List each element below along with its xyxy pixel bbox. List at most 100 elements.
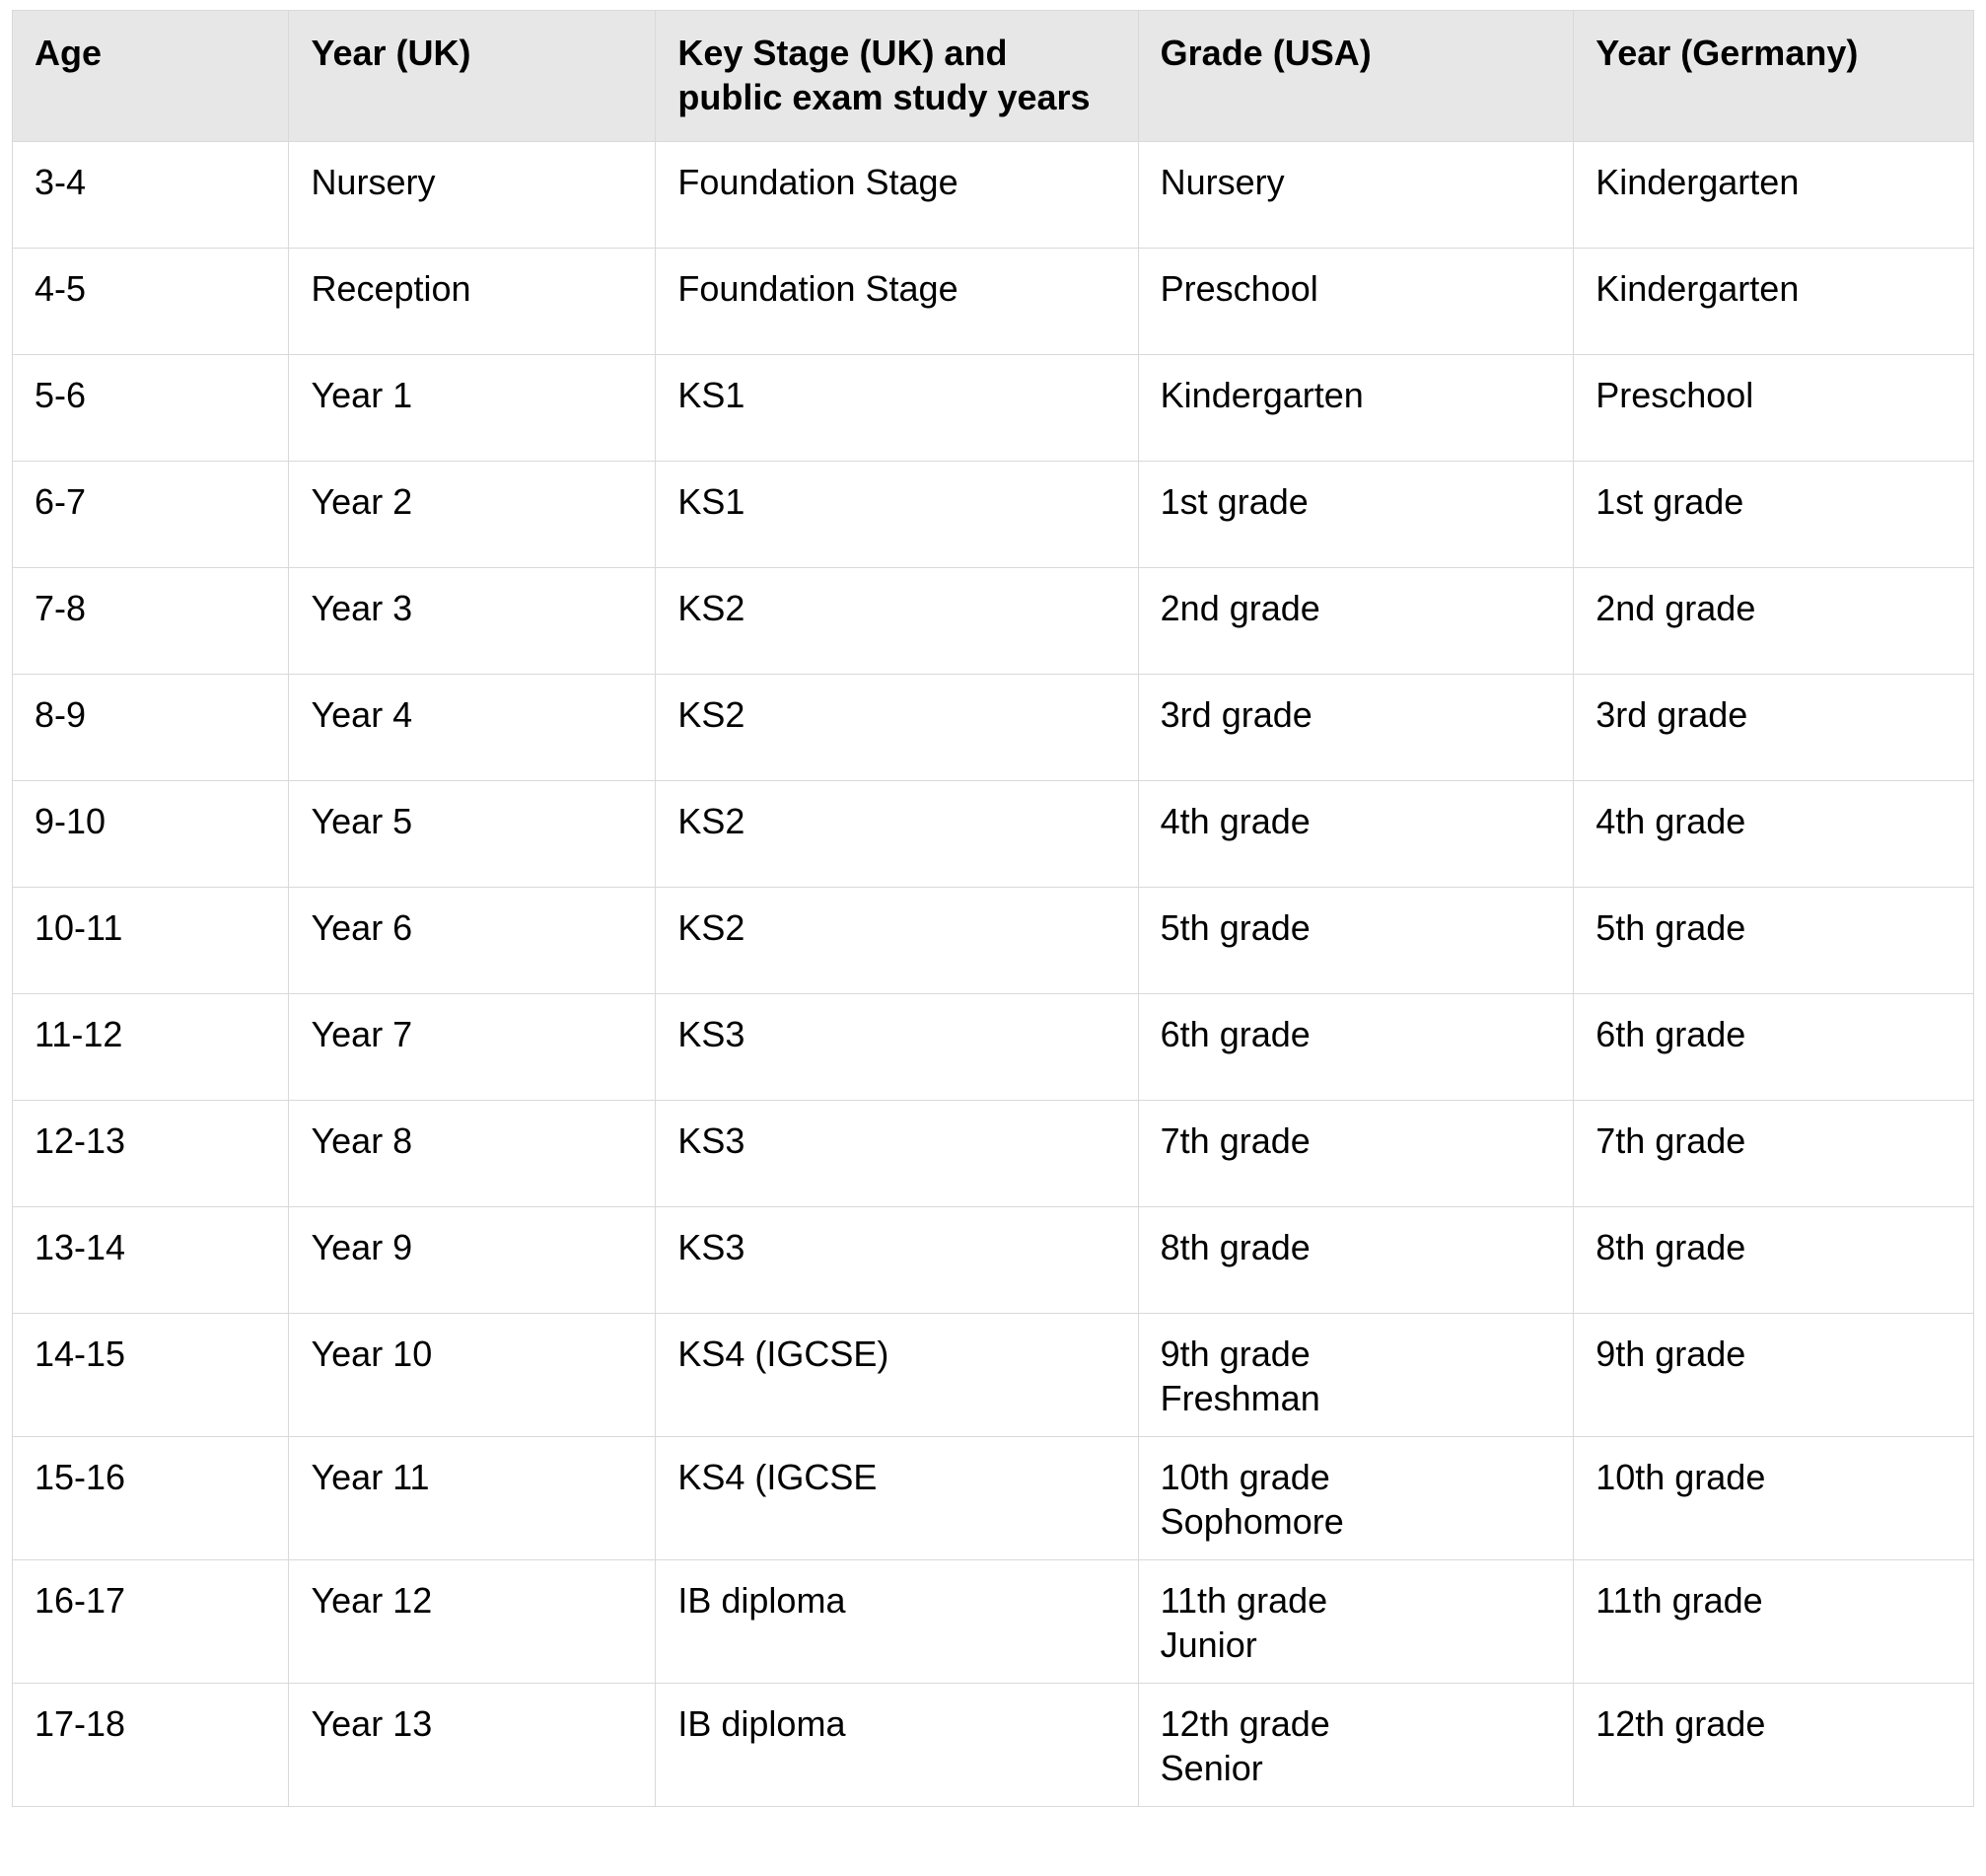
table-cell: Year 5 <box>289 781 656 888</box>
table-cell: 10th grade <box>1574 1437 1974 1560</box>
table-row: 9-10Year 5KS24th grade4th grade <box>13 781 1974 888</box>
table-cell: 9-10 <box>13 781 289 888</box>
cell-text: 11th grade <box>1161 1578 1552 1623</box>
cell-text: Kindergarten <box>1596 266 1951 311</box>
table-cell: 9th grade <box>1574 1314 1974 1437</box>
table-cell: 14-15 <box>13 1314 289 1437</box>
table-cell: KS4 (IGCSE <box>656 1437 1138 1560</box>
cell-text: 11th grade <box>1596 1578 1951 1623</box>
table-cell: Kindergarten <box>1138 355 1574 462</box>
table-cell: 5-6 <box>13 355 289 462</box>
table-cell: IB diploma <box>656 1560 1138 1684</box>
table-row: 6-7Year 2KS11st grade1st grade <box>13 462 1974 568</box>
table-cell: 6th grade <box>1138 994 1574 1101</box>
cell-text: 5-6 <box>35 373 266 417</box>
cell-text: Year 3 <box>311 586 633 630</box>
cell-text: 14-15 <box>35 1332 266 1376</box>
table-cell: 6-7 <box>13 462 289 568</box>
cell-text: 1st grade <box>1161 479 1552 524</box>
table-row: 16-17Year 12IB diploma11th gradeJunior11… <box>13 1560 1974 1684</box>
table-row: 4-5ReceptionFoundation StagePreschoolKin… <box>13 249 1974 355</box>
cell-text: 8-9 <box>35 692 266 737</box>
table-cell: 17-18 <box>13 1684 289 1807</box>
cell-text: IB diploma <box>677 1578 1115 1623</box>
cell-text: Year 11 <box>311 1455 633 1499</box>
table-cell: 8th grade <box>1138 1207 1574 1314</box>
cell-text: 9th grade <box>1596 1332 1951 1376</box>
table-row: 8-9Year 4KS23rd grade3rd grade <box>13 675 1974 781</box>
cell-text: 4th grade <box>1596 799 1951 843</box>
table-cell: Preschool <box>1138 249 1574 355</box>
cell-text: 11-12 <box>35 1012 266 1056</box>
table-body: 3-4NurseryFoundation StageNurseryKinderg… <box>13 142 1974 1807</box>
table-cell: KS3 <box>656 1101 1138 1207</box>
table-cell: 10th gradeSophomore <box>1138 1437 1574 1560</box>
cell-text: 6-7 <box>35 479 266 524</box>
col-header-year-germany: Year (Germany) <box>1574 11 1974 142</box>
cell-text: 12th grade <box>1596 1701 1951 1746</box>
table-cell: 8th grade <box>1574 1207 1974 1314</box>
table-header: Age Year (UK) Key Stage (UK) and public … <box>13 11 1974 142</box>
cell-text: Kindergarten <box>1596 160 1951 204</box>
cell-text: Year 2 <box>311 479 633 524</box>
cell-text: Preschool <box>1596 373 1951 417</box>
table-cell: Kindergarten <box>1574 142 1974 249</box>
cell-text: 5th grade <box>1596 905 1951 950</box>
table-cell: 12th gradeSenior <box>1138 1684 1574 1807</box>
table-cell: 3rd grade <box>1138 675 1574 781</box>
cell-text: 1st grade <box>1596 479 1951 524</box>
table-cell: KS2 <box>656 675 1138 781</box>
cell-text: 8th grade <box>1161 1225 1552 1269</box>
cell-text: KS1 <box>677 373 1115 417</box>
table-cell: 1st grade <box>1138 462 1574 568</box>
table-cell: Year 2 <box>289 462 656 568</box>
cell-text: 7th grade <box>1161 1118 1552 1163</box>
table-cell: KS1 <box>656 355 1138 462</box>
table-cell: Year 10 <box>289 1314 656 1437</box>
table-cell: 2nd grade <box>1138 568 1574 675</box>
table-cell: Reception <box>289 249 656 355</box>
table-cell: 3rd grade <box>1574 675 1974 781</box>
cell-text: 12th grade <box>1161 1701 1552 1746</box>
table-cell: 5th grade <box>1574 888 1974 994</box>
cell-text: KS2 <box>677 905 1115 950</box>
cell-text: Year 8 <box>311 1118 633 1163</box>
table-cell: 10-11 <box>13 888 289 994</box>
table-cell: 4-5 <box>13 249 289 355</box>
table-row: 15-16Year 11KS4 (IGCSE10th gradeSophomor… <box>13 1437 1974 1560</box>
table-cell: IB diploma <box>656 1684 1138 1807</box>
cell-text: Year 9 <box>311 1225 633 1269</box>
table-cell: Year 7 <box>289 994 656 1101</box>
cell-text: 6th grade <box>1596 1012 1951 1056</box>
cell-text: Freshman <box>1161 1376 1552 1420</box>
table-cell: 16-17 <box>13 1560 289 1684</box>
cell-text: 17-18 <box>35 1701 266 1746</box>
cell-text: Nursery <box>311 160 633 204</box>
table-cell: KS4 (IGCSE) <box>656 1314 1138 1437</box>
cell-text: 13-14 <box>35 1225 266 1269</box>
table-cell: Year 13 <box>289 1684 656 1807</box>
table-header-row: Age Year (UK) Key Stage (UK) and public … <box>13 11 1974 142</box>
table-cell: 11th gradeJunior <box>1138 1560 1574 1684</box>
table-cell: 7-8 <box>13 568 289 675</box>
table-row: 17-18Year 13IB diploma12th gradeSenior12… <box>13 1684 1974 1807</box>
table-row: 13-14Year 9KS38th grade8th grade <box>13 1207 1974 1314</box>
cell-text: Nursery <box>1161 160 1552 204</box>
cell-text: 5th grade <box>1161 905 1552 950</box>
cell-text: 10th grade <box>1161 1455 1552 1499</box>
table-cell: KS2 <box>656 781 1138 888</box>
cell-text: Foundation Stage <box>677 160 1115 204</box>
table-cell: 12th grade <box>1574 1684 1974 1807</box>
table-cell: Year 1 <box>289 355 656 462</box>
cell-text: 7-8 <box>35 586 266 630</box>
cell-text: Year 1 <box>311 373 633 417</box>
cell-text: 10-11 <box>35 905 266 950</box>
table-cell: 9th gradeFreshman <box>1138 1314 1574 1437</box>
table-cell: 6th grade <box>1574 994 1974 1101</box>
table-cell: 7th grade <box>1574 1101 1974 1207</box>
table-row: 5-6 Year 1 KS1 Kindergarten Preschool <box>13 355 1974 462</box>
cell-text: 9-10 <box>35 799 266 843</box>
table-cell: Year 9 <box>289 1207 656 1314</box>
col-header-year-uk: Year (UK) <box>289 11 656 142</box>
cell-text: KS3 <box>677 1118 1115 1163</box>
